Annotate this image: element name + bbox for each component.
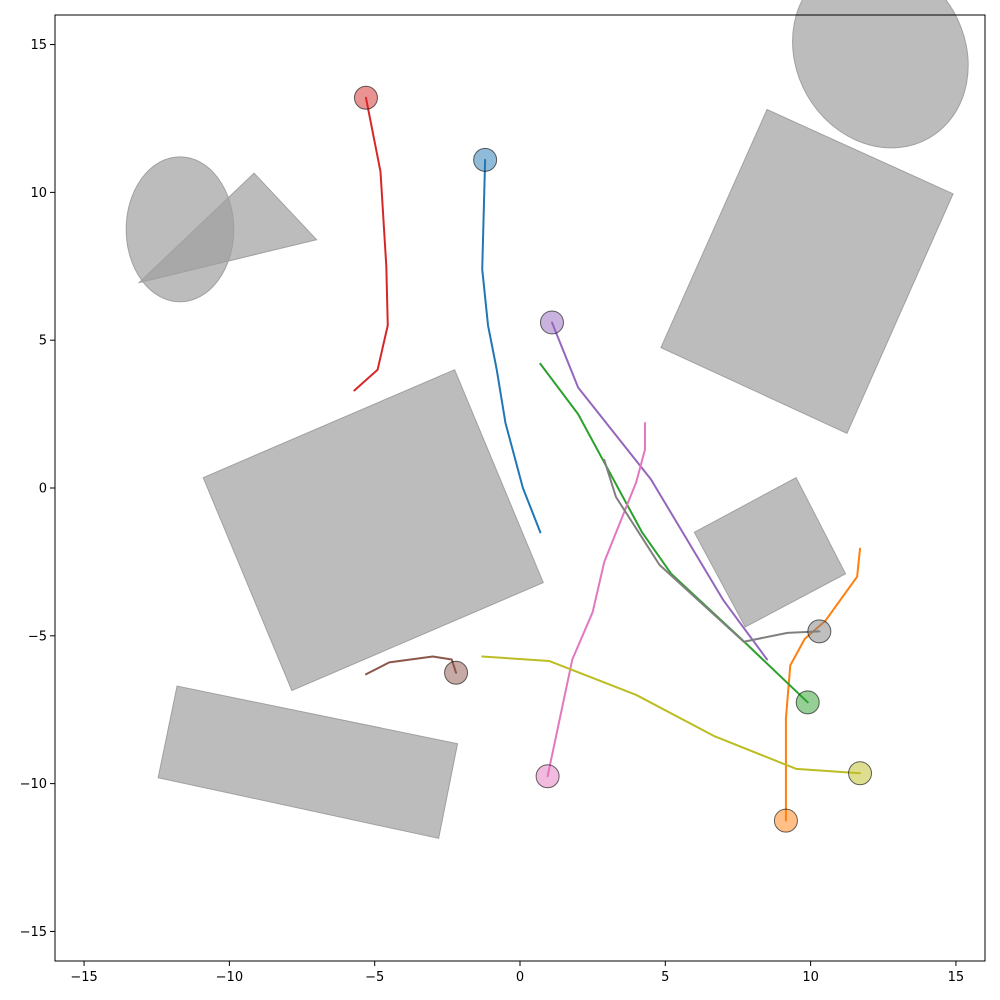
x-tick-label-5: 5: [661, 970, 669, 985]
y-tick-label-1: −15: [20, 925, 47, 940]
x-tick-label-4: 0: [516, 970, 524, 985]
agent-marker-9: [848, 761, 873, 786]
agent-marker-6: [444, 660, 469, 685]
obstacle-polygon-2: [660, 108, 954, 434]
obstacle-polygon-4: [157, 685, 459, 839]
agent-marker-5: [539, 310, 564, 335]
trajectory-line-1: [481, 158, 542, 534]
trajectory-line-5: [550, 321, 769, 661]
agent-marker-8: [807, 619, 832, 644]
y-tick-label-6: 10: [30, 186, 47, 201]
x-tick-label-2: −10: [216, 970, 243, 985]
markers-layer: [353, 85, 873, 833]
x-tick-label-7: 15: [948, 970, 965, 985]
x-tick-label-3: −5: [365, 970, 384, 985]
trajectory-line-9: [481, 655, 862, 775]
y-tick-label-5: 5: [39, 334, 47, 349]
y-tick-label-4: 0: [39, 482, 47, 497]
trajectory-line-4: [353, 96, 389, 392]
x-axis: −15 −10 −5 0 5 10 15: [70, 961, 964, 985]
obstacle-ellipse-6: [125, 156, 235, 303]
agent-marker-1: [473, 147, 498, 172]
agent-marker-7: [535, 764, 560, 789]
y-tick-label-7: 15: [30, 38, 47, 53]
paths-layer: [353, 96, 862, 822]
trajectory-line-2: [784, 547, 862, 822]
agent-marker-3: [795, 690, 820, 715]
trajectory-line-7: [546, 421, 646, 778]
y-axis: −15 −10 −5 0 5 10 15: [20, 38, 55, 940]
x-tick-label-1: −15: [70, 970, 97, 985]
y-tick-label-2: −10: [20, 777, 47, 792]
x-tick-label-6: 10: [802, 970, 819, 985]
obstacle-ellipse-7: [792, 0, 969, 149]
y-tick-label-3: −5: [28, 629, 47, 644]
trajectory-line-3: [539, 362, 809, 704]
obstacle-polygon-1: [202, 369, 544, 692]
obstacle-polygon-3: [693, 476, 847, 628]
trajectory-line-8: [603, 458, 821, 643]
agent-marker-4: [353, 85, 378, 110]
obstacles-layer: [125, 0, 969, 839]
agent-marker-2: [773, 808, 798, 833]
